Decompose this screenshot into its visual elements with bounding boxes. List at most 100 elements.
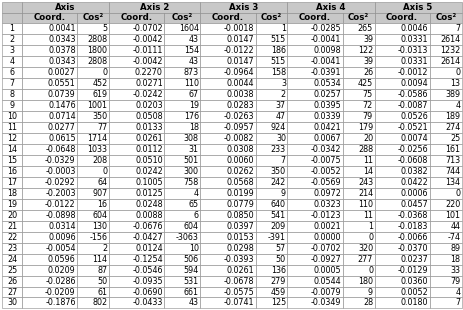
Text: 0.0261: 0.0261 (226, 266, 254, 275)
Text: 7: 7 (454, 299, 459, 308)
Text: 713: 713 (444, 156, 459, 165)
Bar (287, 286, 342, 298)
Bar (342, 24, 374, 34)
Text: 110: 110 (357, 200, 372, 209)
Text: 79: 79 (362, 112, 372, 121)
Text: 758: 758 (183, 178, 198, 187)
Bar (374, 56, 429, 67)
Bar (255, 89, 287, 100)
Text: 619: 619 (92, 90, 107, 99)
Bar (255, 254, 287, 265)
Bar (255, 12, 287, 24)
Text: 0.0271: 0.0271 (135, 79, 163, 88)
Text: 1: 1 (367, 222, 372, 231)
Bar (342, 56, 374, 67)
Text: 0.0209: 0.0209 (48, 266, 75, 275)
Text: 7: 7 (454, 24, 459, 33)
Bar (429, 34, 461, 45)
Bar (200, 2, 287, 12)
Bar (77, 67, 109, 78)
Bar (2, 56, 22, 67)
Text: 4: 4 (9, 57, 14, 66)
Bar (164, 122, 200, 133)
Bar (429, 254, 461, 265)
Text: -0.0087: -0.0087 (397, 101, 427, 110)
Bar (342, 243, 374, 254)
Text: 186: 186 (270, 46, 285, 55)
Bar (109, 243, 164, 254)
Text: 0.2270: 0.2270 (135, 68, 163, 77)
Text: 1800: 1800 (88, 46, 107, 55)
Text: 6: 6 (194, 211, 198, 220)
Bar (200, 210, 255, 221)
Text: -0.0292: -0.0292 (45, 178, 75, 187)
Bar (109, 254, 164, 265)
Bar (200, 188, 255, 199)
Bar (22, 24, 77, 34)
Text: -0.0263: -0.0263 (223, 112, 254, 121)
Bar (287, 265, 342, 276)
Bar (2, 188, 22, 199)
Bar (429, 67, 461, 78)
Text: 14: 14 (7, 145, 17, 154)
Bar (200, 78, 255, 89)
Text: 0.0000: 0.0000 (313, 233, 341, 242)
Text: 0.0298: 0.0298 (226, 244, 254, 253)
Bar (200, 286, 255, 298)
Text: 50: 50 (275, 255, 285, 264)
Text: 0.0551: 0.0551 (48, 79, 75, 88)
Text: 452: 452 (92, 79, 107, 88)
Bar (374, 34, 429, 45)
Bar (77, 45, 109, 56)
Bar (164, 144, 200, 155)
Text: 39: 39 (362, 35, 372, 44)
Text: 1: 1 (281, 24, 285, 33)
Bar (2, 166, 22, 177)
Text: 0.1005: 0.1005 (135, 178, 163, 187)
Bar (374, 111, 429, 122)
Bar (22, 155, 77, 166)
Text: Cos²: Cos² (82, 14, 103, 23)
Text: 154: 154 (183, 46, 198, 55)
Bar (374, 243, 429, 254)
Text: 0: 0 (454, 68, 459, 77)
Bar (200, 243, 255, 254)
Text: 0.0242: 0.0242 (135, 167, 163, 176)
Text: 2614: 2614 (439, 57, 459, 66)
Bar (374, 122, 429, 133)
Text: 11: 11 (7, 123, 17, 132)
Bar (287, 24, 342, 34)
Text: 0.0308: 0.0308 (226, 145, 254, 154)
Bar (374, 12, 429, 24)
Bar (77, 155, 109, 166)
Bar (342, 133, 374, 144)
Text: 11: 11 (363, 156, 372, 165)
Bar (22, 243, 77, 254)
Bar (77, 133, 109, 144)
Text: 114: 114 (92, 255, 107, 264)
Bar (342, 45, 374, 56)
Bar (2, 298, 22, 308)
Text: 5: 5 (102, 24, 107, 33)
Text: 0.0257: 0.0257 (313, 90, 341, 99)
Text: 179: 179 (357, 123, 372, 132)
Text: 18: 18 (188, 123, 198, 132)
Bar (287, 2, 374, 12)
Bar (255, 45, 287, 56)
Bar (255, 100, 287, 111)
Bar (342, 67, 374, 78)
Bar (287, 210, 342, 221)
Bar (22, 56, 77, 67)
Text: 0.0248: 0.0248 (135, 200, 163, 209)
Text: 6: 6 (9, 68, 14, 77)
Text: 0.0133: 0.0133 (135, 123, 163, 132)
Text: 20: 20 (362, 134, 372, 143)
Text: 18: 18 (449, 255, 459, 264)
Text: -0.0082: -0.0082 (223, 134, 254, 143)
Bar (287, 78, 342, 89)
Bar (255, 298, 287, 308)
Bar (200, 177, 255, 188)
Bar (164, 243, 200, 254)
Bar (22, 199, 77, 210)
Text: 0.0277: 0.0277 (48, 123, 75, 132)
